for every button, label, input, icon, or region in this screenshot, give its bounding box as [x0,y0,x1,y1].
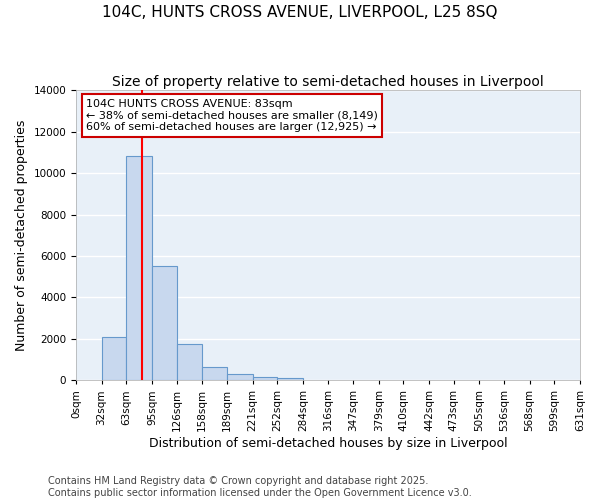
Bar [176,344,202,381]
Bar [253,377,277,380]
Bar [152,266,176,380]
X-axis label: Distribution of semi-detached houses by size in Liverpool: Distribution of semi-detached houses by … [149,437,508,450]
Text: 104C, HUNTS CROSS AVENUE, LIVERPOOL, L25 8SQ: 104C, HUNTS CROSS AVENUE, LIVERPOOL, L25… [102,5,498,20]
Y-axis label: Number of semi-detached properties: Number of semi-detached properties [15,120,28,351]
Bar [227,374,253,380]
Bar [127,156,152,380]
Bar [101,337,127,380]
Text: Contains HM Land Registry data © Crown copyright and database right 2025.
Contai: Contains HM Land Registry data © Crown c… [48,476,472,498]
Title: Size of property relative to semi-detached houses in Liverpool: Size of property relative to semi-detach… [112,75,544,89]
Bar [277,378,303,380]
Text: 104C HUNTS CROSS AVENUE: 83sqm
← 38% of semi-detached houses are smaller (8,149): 104C HUNTS CROSS AVENUE: 83sqm ← 38% of … [86,99,378,132]
Bar [202,367,227,380]
